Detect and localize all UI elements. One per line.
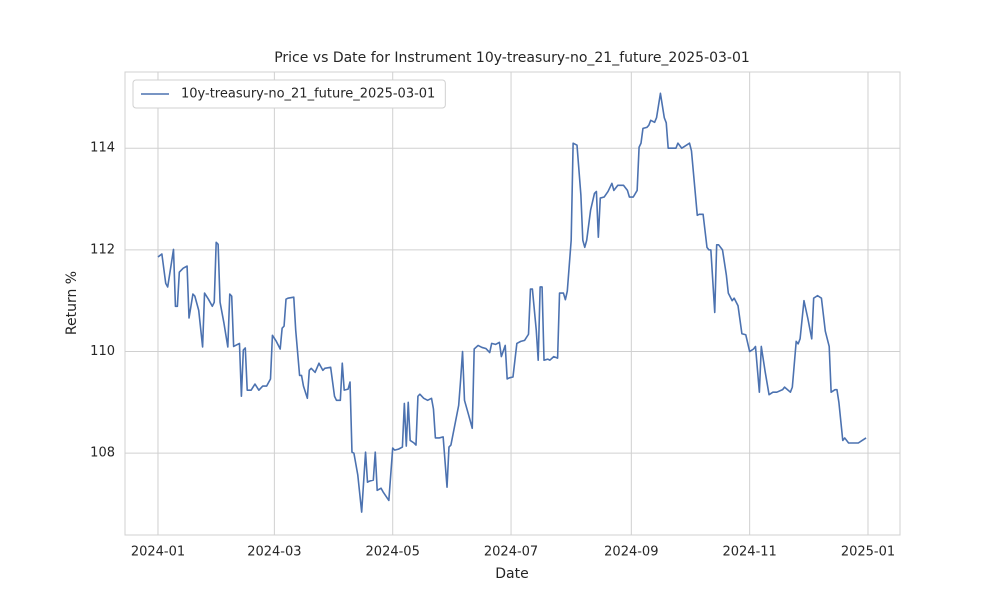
y-tick-label: 112 — [90, 242, 115, 257]
y-tick-label: 110 — [90, 344, 115, 359]
line-series — [157, 92, 867, 513]
y-tick-label: 108 — [90, 446, 115, 461]
x-tick-label: 2025-01 — [841, 545, 895, 560]
y-tick-label: 114 — [90, 141, 115, 156]
x-tick-label: 2024-01 — [131, 545, 185, 560]
x-tick-label: 2024-07 — [484, 545, 538, 560]
plot-frame — [124, 71, 901, 536]
x-tick-label: 2024-11 — [722, 545, 776, 560]
x-tick-label: 2024-09 — [604, 545, 658, 560]
y-axis-label: Return % — [64, 271, 80, 335]
chart-title: Price vs Date for Instrument 10y-treasur… — [274, 50, 750, 66]
legend-label: 10y-treasury-no_21_future_2025-03-01 — [181, 87, 435, 102]
x-axis-label: Date — [495, 566, 528, 582]
legend-box — [132, 79, 446, 109]
x-tick-label: 2024-05 — [366, 545, 420, 560]
x-tick-label: 2024-03 — [247, 545, 301, 560]
